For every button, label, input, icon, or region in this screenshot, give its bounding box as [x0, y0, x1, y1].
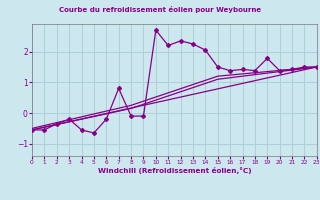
X-axis label: Windchill (Refroidissement éolien,°C): Windchill (Refroidissement éolien,°C) [98, 167, 251, 174]
Text: Courbe du refroidissement éolien pour Weybourne: Courbe du refroidissement éolien pour We… [59, 6, 261, 13]
